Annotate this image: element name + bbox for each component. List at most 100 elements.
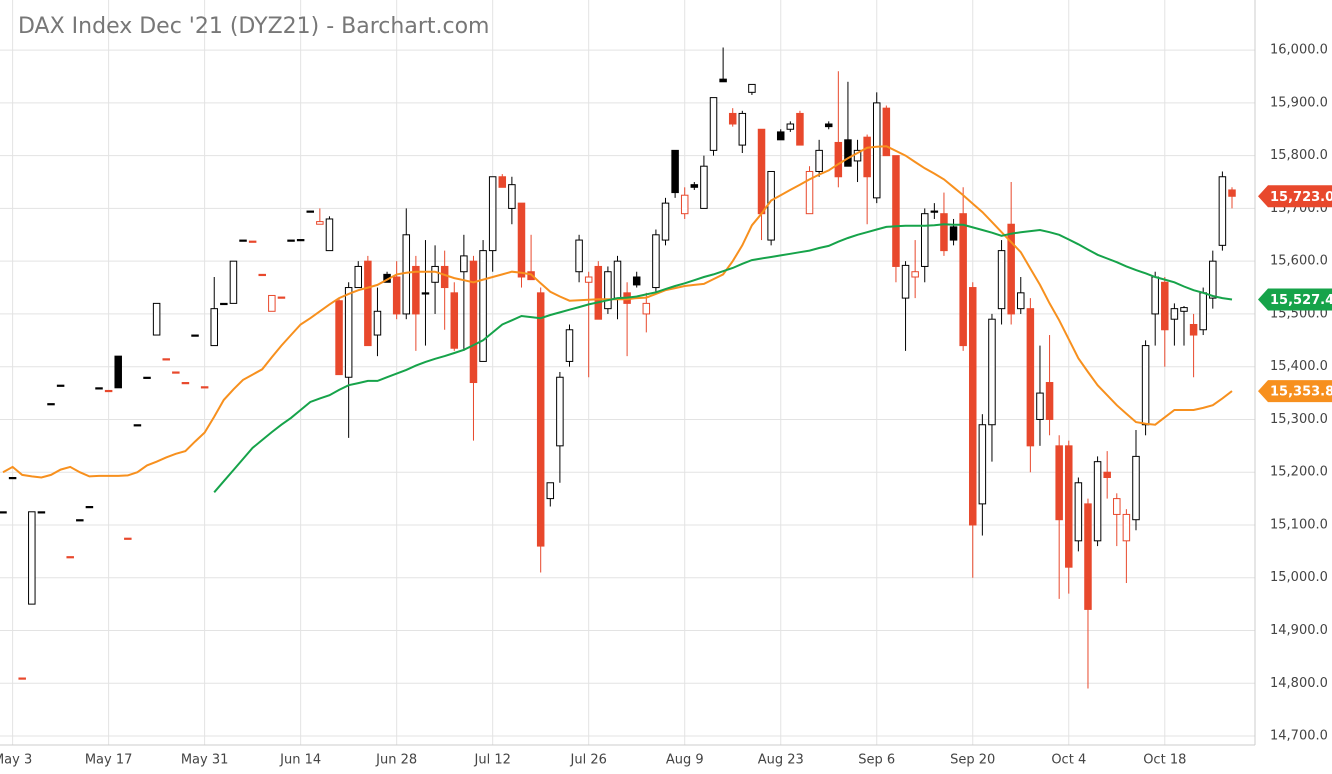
last-value-tag [1258,288,1332,311]
y-tick-label: 15,100.0 [1270,517,1328,532]
candle-body [277,296,286,299]
candle-body [671,149,679,194]
x-tick-label: Jun 28 [375,753,417,768]
candle-body [239,239,247,242]
last-value-label: 15,723.0 [1270,190,1332,205]
last-value-tag [1258,185,1332,208]
candle-body [652,234,660,289]
candle-body [728,112,737,125]
y-tick-label: 15,400.0 [1270,359,1328,374]
candle-body [28,511,36,605]
candle-body [997,250,1006,310]
last-value-label: 15,527.4 [1270,293,1332,308]
candle-body [642,302,651,315]
x-tick-label: Jul 26 [570,753,607,768]
candle-body [172,371,180,374]
last-value-tag [1258,380,1332,403]
candle-body [37,511,46,514]
candle-body [738,112,747,146]
candle-body [892,155,900,267]
candle-body [402,234,411,315]
candle-body [287,239,295,242]
candle-body [1084,503,1092,610]
candle-body [85,506,94,509]
candle-body [469,260,478,384]
candle-body [805,170,814,215]
candle-body [296,239,305,242]
candle-body [162,358,170,361]
x-tick-label: Sep 20 [950,753,995,768]
candle-body [0,511,7,514]
candle-body [412,265,420,315]
candle-body [767,170,775,241]
candle-body [959,213,967,347]
candle-body [517,202,526,278]
candle-body [748,83,756,93]
candle-body [709,97,718,151]
candle-body [776,131,785,141]
candle-body [1141,345,1150,426]
moving-average-line [2,145,1233,479]
candle-body [700,165,708,209]
candle-body [508,184,516,209]
candle-body [556,376,564,447]
candle-body [210,308,218,347]
candle-body [565,329,574,362]
candle-body [930,210,939,213]
candle-body [268,294,276,312]
candle-body [719,78,727,83]
candle-body [661,202,670,241]
x-tick-label: Oct 4 [1051,753,1086,768]
candle-body [882,107,891,157]
candle-body [248,240,257,243]
candle-body [1045,382,1054,420]
y-tick-label: 14,800.0 [1270,676,1328,691]
candle-body [104,389,113,393]
candle-body [364,260,372,347]
candle-body [392,276,401,315]
y-tick-label: 14,700.0 [1270,729,1328,744]
candle-body [796,112,804,146]
candle-body [191,334,199,337]
candle-body [325,218,334,252]
candle-body [844,139,852,167]
candle-body [872,102,881,199]
y-tick-label: 15,800.0 [1270,148,1328,163]
candle-body [229,260,238,304]
candle-body [1209,260,1217,299]
axis-labels: 14,700.0 14,800.0 14,900.0 15,000.0 15,100.0… [0,43,1332,768]
candle-body [949,226,958,241]
plot [0,47,1236,689]
last-value-label: 15,353.8 [1270,385,1332,400]
x-tick-label: Aug 9 [666,753,704,768]
candle-body [1189,323,1198,336]
candle-body [114,355,122,389]
candle-body [1055,445,1063,521]
moving-average-line [213,223,1233,493]
y-tick-label: 16,000.0 [1270,43,1328,58]
y-tick-label: 15,600.0 [1270,254,1328,269]
candle-body [316,221,324,225]
candle-body [604,271,612,310]
candle-body [575,239,583,273]
x-tick-label: May 31 [181,753,229,768]
y-tick-label: 15,300.0 [1270,412,1328,427]
candle-body [431,265,439,283]
candle-body [1199,292,1207,331]
y-tick-label: 15,000.0 [1270,570,1328,585]
candle-body [200,386,209,389]
x-tick-label: Aug 23 [758,753,804,768]
candle-body [1017,292,1025,310]
candle-body [1036,392,1044,420]
candle-body [613,260,622,299]
candle-body [1218,176,1227,246]
candle-body [1180,307,1188,312]
candle-body [1026,308,1035,447]
candle-body [824,123,833,128]
candle-body [1093,461,1102,542]
candle-body [680,194,689,215]
candle-body [354,265,363,289]
candle-body [488,176,497,252]
candle-body [181,382,190,385]
candle-body [95,387,103,390]
